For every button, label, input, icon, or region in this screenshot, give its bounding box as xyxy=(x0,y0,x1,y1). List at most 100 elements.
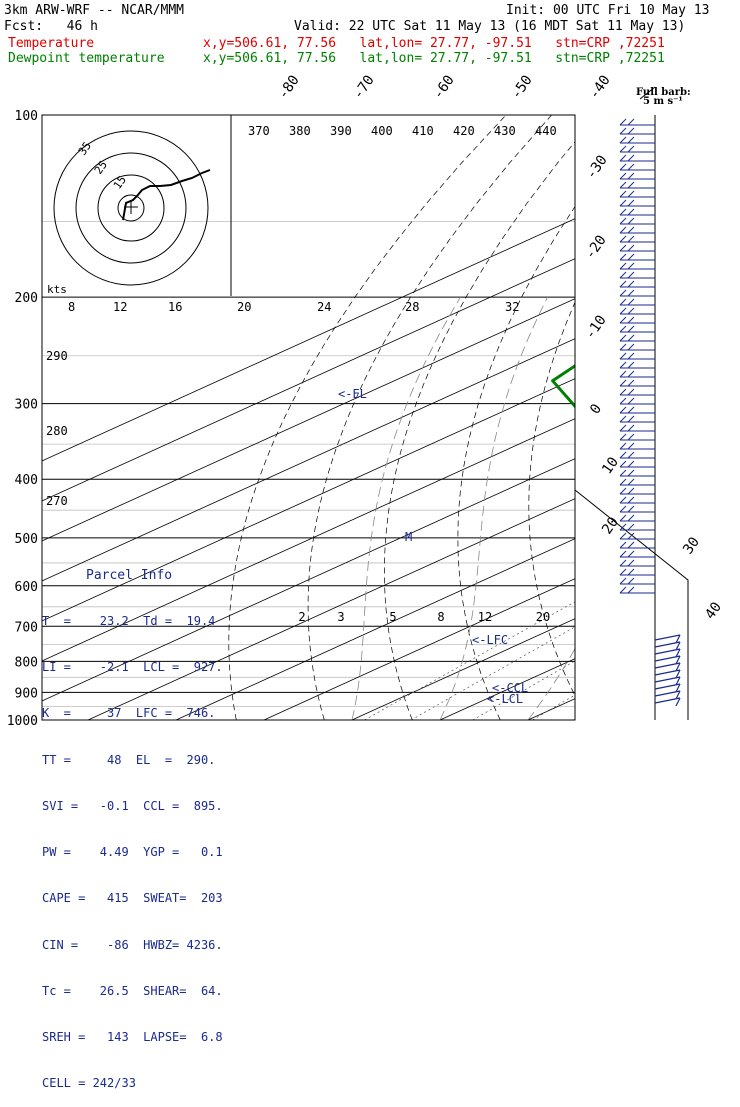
wind-barb xyxy=(620,371,655,377)
hodograph-trace xyxy=(123,170,210,220)
wind-barb-shaft xyxy=(655,684,680,689)
moist-adiabat-line xyxy=(528,297,666,720)
isotherm-label: -50 xyxy=(508,72,536,102)
isotherm-label: 0 xyxy=(587,401,605,417)
wind-barb-flag xyxy=(628,578,634,584)
wind-barb-flag xyxy=(620,254,626,260)
wind-barb xyxy=(620,452,655,458)
parcel-row-tt: TT = 48 EL = 290. xyxy=(42,753,242,768)
wind-barb-flag xyxy=(620,182,626,188)
wind-barb-flag xyxy=(620,128,626,134)
wind-barb-shaft xyxy=(655,635,680,640)
pressure-label: 300 xyxy=(15,398,38,413)
wind-barb-flag xyxy=(628,299,634,305)
wind-barb-flag xyxy=(620,398,626,404)
wind-barb xyxy=(620,479,655,485)
wind-barb-flag xyxy=(628,479,634,485)
wind-barb-flag xyxy=(628,587,634,593)
wind-barb-flag xyxy=(628,515,634,521)
pressure-label: 200 xyxy=(15,291,38,306)
wind-barb xyxy=(620,119,655,125)
wind-barb xyxy=(620,281,655,287)
wind-barb-flag xyxy=(628,506,634,512)
parcel-row-sreh: SREH = 143 LAPSE= 6.8 xyxy=(42,1030,242,1045)
hodograph-ring-label: 15 xyxy=(111,173,129,191)
parcel-row-cin: CIN = -86 HWBZ= 4236. xyxy=(42,938,242,953)
wind-barb xyxy=(655,642,680,650)
wind-barb xyxy=(620,578,655,584)
wind-barb-flag xyxy=(620,119,626,125)
wind-barb-flag xyxy=(620,407,626,413)
wind-barb-flag xyxy=(628,344,634,350)
wind-barb xyxy=(620,299,655,305)
wind-barb-flag xyxy=(620,200,626,206)
wind-barb-flag xyxy=(628,542,634,548)
wind-barb-flag xyxy=(620,569,626,575)
dry-adiabat-line xyxy=(529,115,688,720)
wind-barb-flag xyxy=(620,227,626,233)
wind-barb-flag xyxy=(620,533,626,539)
wind-barb-flag xyxy=(620,425,626,431)
wind-barb xyxy=(620,524,655,530)
wind-barb-flag xyxy=(628,434,634,440)
theta-label: 430 xyxy=(494,124,516,138)
wind-barb-flag xyxy=(620,335,626,341)
wind-barb-flag xyxy=(628,227,634,233)
hodograph-ring-label: 25 xyxy=(92,158,110,176)
wind-barb-flag xyxy=(620,560,626,566)
wind-barb-flag xyxy=(620,515,626,521)
pressure-label: 600 xyxy=(15,580,38,595)
wind-barb xyxy=(620,398,655,404)
wind-barb-flag xyxy=(628,236,634,242)
wind-barb-shaft xyxy=(655,691,680,696)
hodograph-units-label: kts xyxy=(47,283,67,296)
wind-barb-flag xyxy=(620,164,626,170)
el-marker: <-EL xyxy=(338,387,367,401)
hodograph-axis-label: 32 xyxy=(505,300,519,314)
pressure-label: 900 xyxy=(15,686,38,701)
wind-barb xyxy=(620,263,655,269)
wind-barb xyxy=(620,308,655,314)
wind-barb-flag xyxy=(628,461,634,467)
wind-barb-flag xyxy=(628,281,634,287)
wind-barb xyxy=(620,587,655,593)
isotherm-label: -80 xyxy=(275,72,303,102)
wind-barb-flag xyxy=(620,371,626,377)
wind-barb xyxy=(620,407,655,413)
wind-barb xyxy=(620,128,655,134)
wind-barb xyxy=(620,173,655,179)
wind-barb-flag xyxy=(620,263,626,269)
wind-barb-flag xyxy=(620,416,626,422)
wind-barb-flag xyxy=(628,452,634,458)
wind-barb xyxy=(620,551,655,557)
wind-barb xyxy=(620,254,655,260)
wind-barb xyxy=(655,677,680,685)
parcel-info-panel: Parcel Info T = 23.2 Td = 19.4 LI = -2.1… xyxy=(42,537,242,729)
pressure-label: 500 xyxy=(15,532,38,547)
pressure-label: 400 xyxy=(15,473,38,488)
wind-barb xyxy=(620,488,655,494)
dry-adiabat-line xyxy=(664,115,740,720)
wind-barb-flag xyxy=(628,209,634,215)
wind-barb-flag xyxy=(628,272,634,278)
wind-barb xyxy=(620,497,655,503)
wind-barb-flag xyxy=(628,569,634,575)
wind-barb-flag xyxy=(620,479,626,485)
wind-barb-flag xyxy=(628,326,634,332)
wind-barb-shaft xyxy=(655,677,680,682)
wind-barb-flag xyxy=(628,371,634,377)
wind-barb xyxy=(620,443,655,449)
hodograph-axis-label: 24 xyxy=(317,300,331,314)
wind-barb xyxy=(620,335,655,341)
dry-adiabat-line xyxy=(458,115,643,720)
hodograph-axis-label: 12 xyxy=(113,300,127,314)
theta-label: 380 xyxy=(289,124,311,138)
temperature-profile-line xyxy=(644,115,740,720)
theta-label: 440 xyxy=(535,124,557,138)
wind-barb xyxy=(620,416,655,422)
theta-label: 270 xyxy=(46,494,68,508)
hodograph-axis-label: 16 xyxy=(168,300,182,314)
wind-barb-flag xyxy=(620,542,626,548)
wind-barb xyxy=(620,362,655,368)
dry-adiabat-line xyxy=(308,115,551,720)
